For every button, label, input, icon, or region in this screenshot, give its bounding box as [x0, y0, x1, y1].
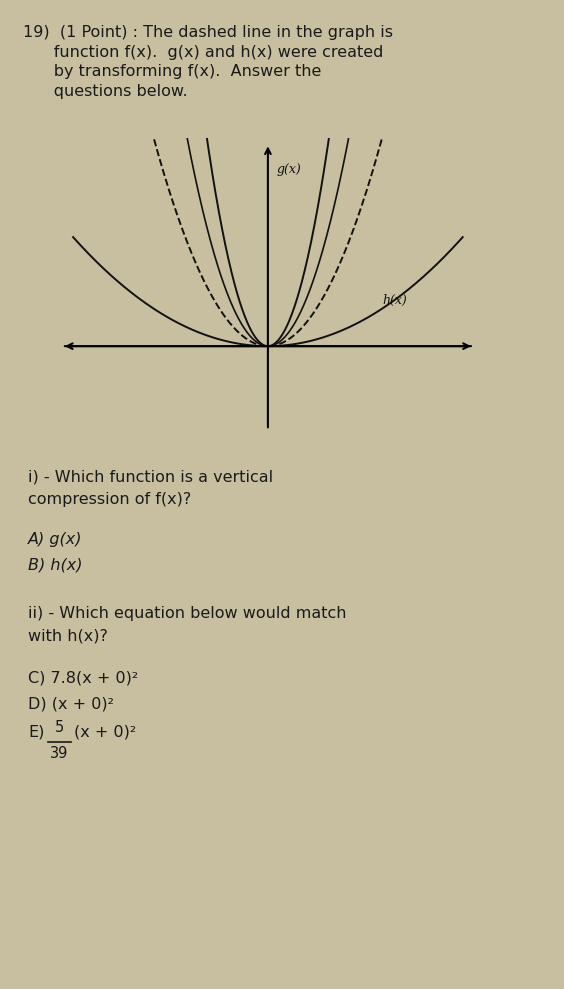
Text: 19)  (1 Point) : The dashed line in the graph is: 19) (1 Point) : The dashed line in the g…: [23, 25, 393, 40]
Text: C) 7.8(x + 0)²: C) 7.8(x + 0)²: [28, 671, 138, 685]
Text: A) g(x): A) g(x): [28, 532, 83, 547]
Text: B) h(x): B) h(x): [28, 558, 83, 573]
Text: E): E): [28, 725, 45, 740]
Text: g(x): g(x): [276, 163, 301, 176]
Text: 5: 5: [55, 720, 64, 735]
Text: D) (x + 0)²: D) (x + 0)²: [28, 696, 114, 711]
Text: by transforming f(x).  Answer the: by transforming f(x). Answer the: [23, 64, 321, 79]
Text: h(x): h(x): [382, 294, 407, 308]
Text: compression of f(x)?: compression of f(x)?: [28, 492, 191, 506]
Text: with h(x)?: with h(x)?: [28, 628, 108, 643]
Text: 39: 39: [50, 746, 68, 761]
Text: function f(x).  g(x) and h(x) were created: function f(x). g(x) and h(x) were create…: [23, 45, 383, 59]
Text: questions below.: questions below.: [23, 84, 187, 99]
Text: (x + 0)²: (x + 0)²: [74, 725, 136, 740]
Text: ii) - Which equation below would match: ii) - Which equation below would match: [28, 606, 347, 621]
Text: i) - Which function is a vertical: i) - Which function is a vertical: [28, 470, 274, 485]
